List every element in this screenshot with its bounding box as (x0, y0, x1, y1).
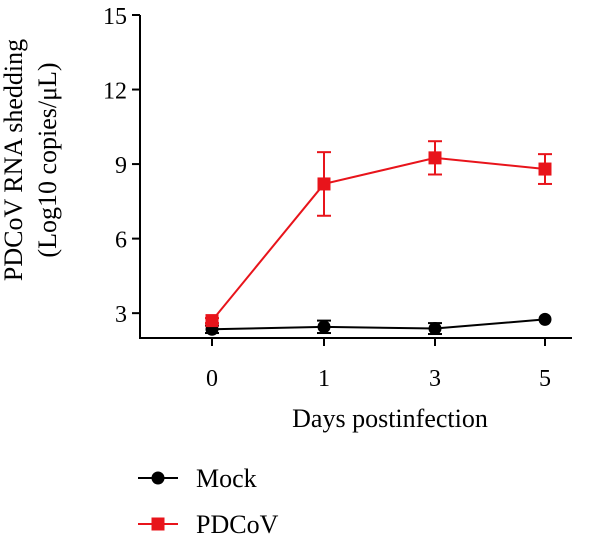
x-tick-label: 3 (429, 366, 441, 392)
x-tick-label: 1 (318, 366, 330, 392)
legend-label: Mock (196, 464, 257, 493)
series-pdcov (205, 140, 552, 328)
data-point (205, 314, 219, 328)
data-point (428, 322, 442, 336)
y-axis-title-line1: PDCoV RNA shedding (0, 39, 28, 281)
data-point (428, 151, 442, 165)
data-point (317, 177, 331, 191)
data-point (538, 162, 552, 176)
legend-label: PDCoV (196, 510, 279, 535)
data-point (538, 312, 552, 326)
legend-marker (151, 517, 165, 531)
x-tick-label: 5 (539, 366, 551, 392)
data-point (317, 320, 331, 334)
y-tick-label: 9 (115, 153, 127, 179)
y-tick-label: 6 (115, 228, 127, 254)
legend-item-mock: Mock (138, 464, 257, 493)
legend-marker (151, 471, 165, 485)
y-tick-label: 15 (103, 4, 127, 30)
legend: Mock PDCoV (138, 464, 279, 535)
series-line-mock (211, 318, 546, 331)
y-axis-title-line2: (Log10 copies/μL) (33, 62, 62, 257)
x-axis-title: Days postinfection (292, 404, 488, 433)
x-tick-label: 0 (206, 366, 218, 392)
y-tick-label: 12 (103, 79, 127, 105)
y-ticks: 3 6 9 12 15 (103, 4, 140, 328)
series-mock (205, 312, 552, 336)
series-line-pdcov (211, 156, 546, 322)
x-ticks: 0 1 3 5 (206, 338, 551, 392)
y-tick-label: 3 (115, 302, 127, 328)
series-layer (205, 140, 552, 336)
legend-item-pdcov: PDCoV (138, 510, 279, 535)
